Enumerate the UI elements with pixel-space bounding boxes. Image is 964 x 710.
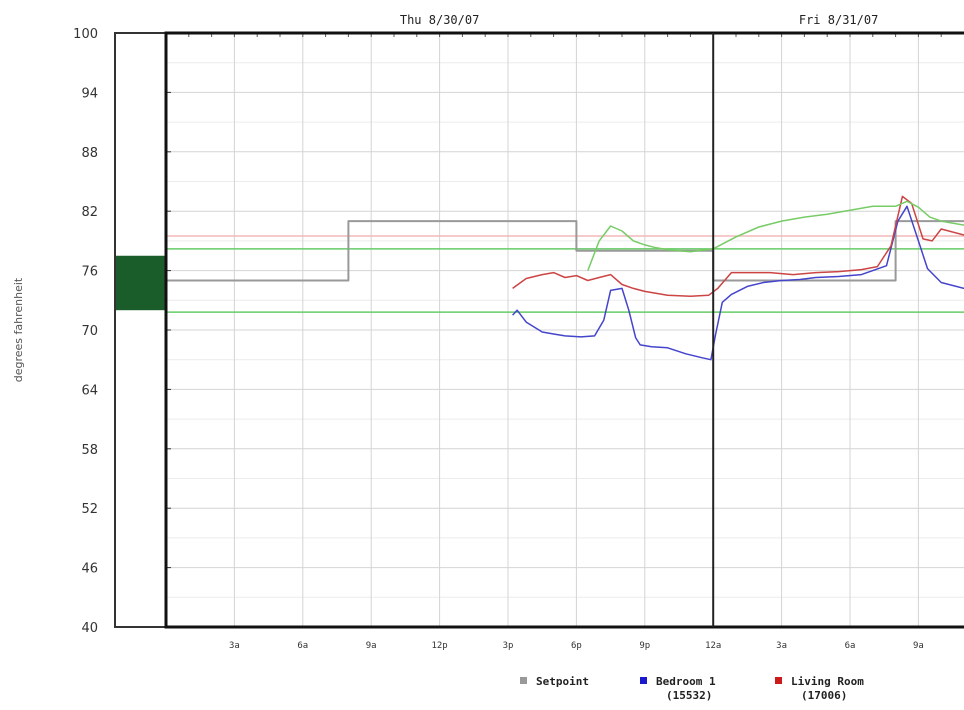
y-tick-label: 76 [81, 265, 98, 280]
reference-lines [166, 235, 964, 313]
x-tick-label: 9p [639, 641, 650, 651]
x-tick-label: 6p [571, 641, 582, 651]
x-tick-label: 3a [776, 641, 787, 651]
comfort-scale-box [114, 32, 167, 628]
y-tick-label: 46 [81, 562, 98, 577]
x-tick-label: 6a [845, 641, 856, 651]
y-tick-label: 94 [81, 86, 98, 101]
y-tick-label: 70 [81, 324, 98, 339]
date-labels: Thu 8/30/07 Fri 8/31/07 [400, 13, 878, 27]
x-tick-label: 3a [229, 641, 240, 651]
data-series [166, 195, 964, 361]
x-tick-label: 12a [705, 641, 721, 651]
legend-sublabel: (17006) [801, 689, 847, 702]
y-tick-label: 64 [81, 383, 98, 398]
legend: Setpoint Bedroom 1(15532) Living Room(1700… [520, 675, 864, 702]
y-tick-label: 40 [81, 621, 98, 636]
date-label: Thu 8/30/07 [400, 13, 479, 27]
legend-sublabel: (15532) [666, 689, 712, 702]
date-label: Fri 8/31/07 [799, 13, 878, 27]
legend-label: Setpoint [536, 675, 589, 688]
y-tick-label: 82 [81, 205, 98, 220]
plot-frame [164, 31, 964, 629]
series-bedroom-1-line [512, 205, 964, 361]
y-tick-label: 88 [81, 146, 98, 161]
plot-gridlines [166, 32, 964, 628]
legend-label: Living Room [791, 675, 864, 688]
legend-swatch [640, 677, 647, 684]
x-tick-label: 6a [297, 641, 308, 651]
x-tick-label: 3p [503, 641, 514, 651]
x-axis-tick-labels: 3a 6a 9a 12p 3p 6p 9p 12a 3a 6a 9a [229, 641, 924, 651]
y-axis-label: degrees fahrenheit [12, 277, 25, 382]
y-tick-label: 58 [81, 443, 98, 458]
y-tick-label: 52 [81, 502, 98, 517]
legend-swatch [775, 677, 782, 684]
y-tick-label: 100 [73, 27, 98, 42]
legend-swatch [520, 677, 527, 684]
legend-label: Bedroom 1 [656, 675, 716, 688]
comfort-band-indicator [116, 255, 165, 311]
x-tick-label: 12p [431, 641, 447, 651]
x-tick-label: 9a [366, 641, 377, 651]
series-4-line [587, 200, 964, 271]
x-tick-label: 9a [913, 641, 924, 651]
series-living-room-line [512, 195, 964, 298]
y-axis-tick-labels: 40 46 52 58 64 70 76 82 88 94 100 [73, 27, 98, 636]
